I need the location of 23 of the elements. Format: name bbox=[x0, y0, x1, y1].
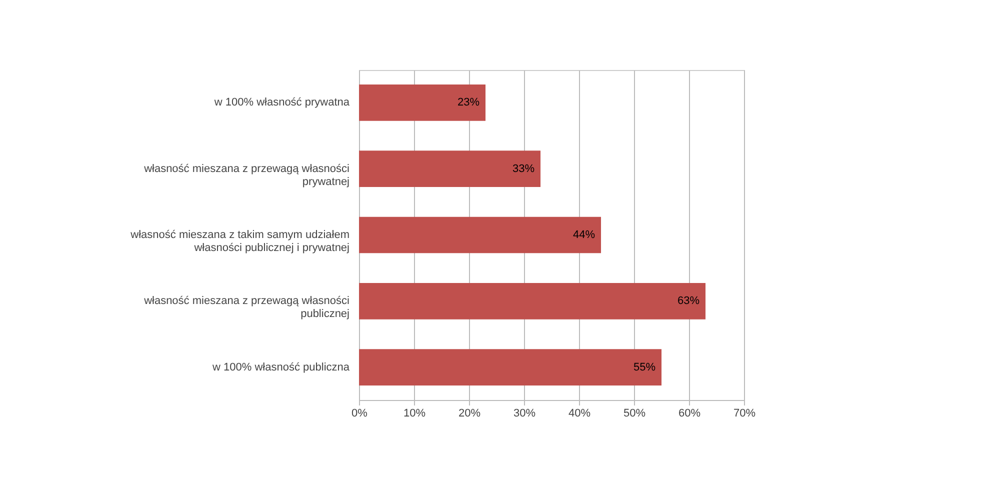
bar bbox=[359, 349, 662, 386]
bar bbox=[359, 150, 540, 188]
y-tick-label: własność mieszana z takim samym udziałem własności publicznej i prywatnej bbox=[130, 229, 350, 254]
data-label: 23% bbox=[457, 96, 480, 109]
x-tick-label: 20% bbox=[458, 408, 481, 420]
bar bbox=[359, 216, 601, 254]
x-tick-label: 70% bbox=[733, 408, 756, 420]
x-tick-label: 0% bbox=[352, 408, 368, 420]
data-label: 55% bbox=[633, 361, 656, 374]
x-tick-label: 30% bbox=[513, 408, 536, 420]
x-tick-label: 40% bbox=[568, 408, 591, 420]
y-tick-label: w 100% własność prywatna bbox=[213, 96, 350, 109]
y-tick-label: w 100% własność publiczna bbox=[212, 361, 350, 374]
data-label: 33% bbox=[512, 162, 535, 175]
bar bbox=[359, 282, 706, 320]
y-tick-label: własność mieszana z przewagą własności prywatnej bbox=[143, 162, 350, 188]
x-tick-label: 10% bbox=[403, 408, 426, 420]
data-label: 44% bbox=[572, 229, 596, 241]
y-tick-label: własność mieszana z przewagą własności publicznej bbox=[143, 295, 350, 320]
x-tick-label: 50% bbox=[623, 408, 646, 420]
x-tick-label: 60% bbox=[678, 408, 701, 420]
data-label: 63% bbox=[677, 295, 700, 308]
bar bbox=[359, 84, 486, 121]
